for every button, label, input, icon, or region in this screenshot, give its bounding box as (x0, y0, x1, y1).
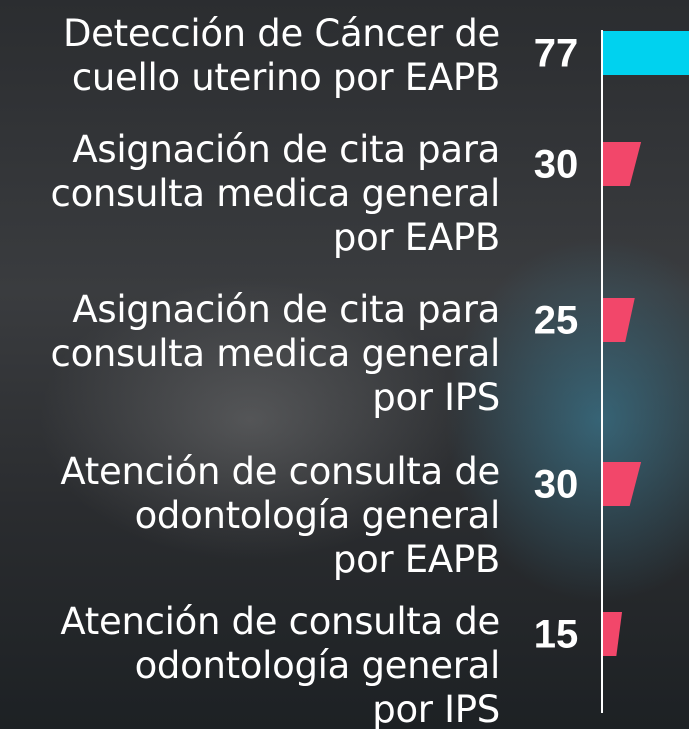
value-label: 15 (534, 613, 579, 657)
bar (603, 298, 635, 342)
value-label: 30 (534, 463, 579, 507)
value-label: 30 (534, 143, 579, 187)
bar (603, 31, 689, 75)
plot: 77 30 25 30 15 (0, 0, 689, 729)
bar (603, 462, 641, 506)
value-label: 25 (534, 299, 579, 343)
value-label: 77 (534, 32, 579, 76)
chart: Detección de Cáncer de cuello uterino po… (0, 0, 689, 729)
bar (603, 612, 622, 656)
bar (603, 142, 641, 186)
